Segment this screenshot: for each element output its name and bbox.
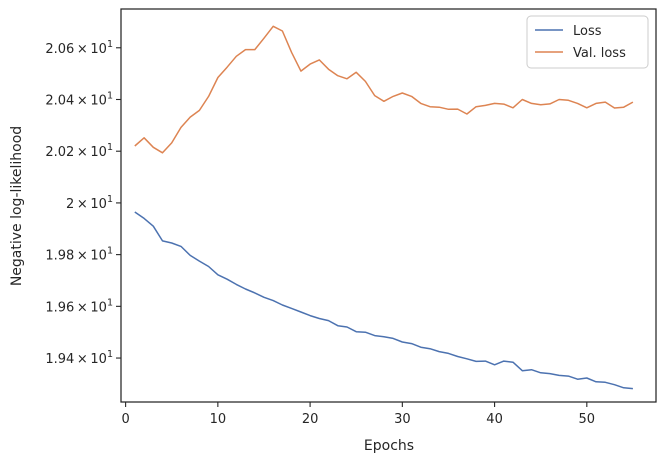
y-axis: 1.94 × 101 1.96 × 101 1.98 × 101 2 × 101 2.0… <box>45 39 121 367</box>
legend-label-1: Val. loss <box>573 46 626 61</box>
x-tick-label: 50 <box>579 412 596 427</box>
y-tick-label: 2.06 × 101 <box>45 39 113 57</box>
x-tick-label: 10 <box>210 412 227 427</box>
x-axis: 0 10 20 30 40 50 <box>121 402 595 427</box>
series-line-1 <box>134 25 634 154</box>
x-tick-label: 20 <box>302 412 319 427</box>
legend-box <box>526 15 649 69</box>
legend-label-0: Loss <box>573 24 602 39</box>
y-axis-label: Negative log-likelihood <box>9 126 25 286</box>
x-axis-label: Epochs <box>364 438 414 454</box>
x-tick-label: 0 <box>121 412 129 427</box>
y-tick-label: 2.04 × 101 <box>45 90 113 108</box>
plot-lines <box>134 25 634 390</box>
x-tick-label: 30 <box>394 412 411 427</box>
y-tick-label: 1.98 × 101 <box>45 246 113 264</box>
legend: Loss Val. loss <box>526 15 649 69</box>
plot-frame <box>120 8 657 403</box>
y-tick-label: 2.02 × 101 <box>45 142 113 160</box>
x-tick-label: 40 <box>486 412 503 427</box>
series-line-0 <box>134 211 633 390</box>
y-tick-label: 1.96 × 101 <box>45 297 113 315</box>
y-tick-label: 1.94 × 101 <box>45 349 113 367</box>
y-tick-label: 2 × 101 <box>66 194 113 212</box>
